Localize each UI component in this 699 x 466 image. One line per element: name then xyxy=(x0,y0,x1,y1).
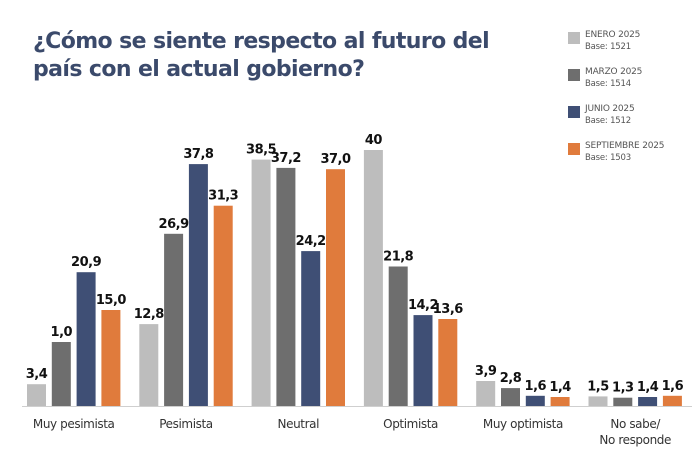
legend-series-name: MARZO 2025 xyxy=(585,67,643,77)
data-label: 38,5 xyxy=(246,143,277,158)
legend-series-name: ENERO 2025 xyxy=(585,30,641,40)
legend-series-base: Base: 1514 xyxy=(585,79,631,89)
bar xyxy=(413,315,433,406)
data-label: 15,0 xyxy=(96,293,127,308)
bar xyxy=(501,388,520,406)
data-label: 1,3 xyxy=(612,381,634,396)
bar xyxy=(301,251,321,406)
bar xyxy=(638,397,658,406)
bar xyxy=(588,396,608,406)
data-label: 1,4 xyxy=(637,380,659,395)
legend-series-base: Base: 1521 xyxy=(585,42,631,52)
bar xyxy=(101,310,121,406)
data-label: 12,8 xyxy=(134,307,165,322)
data-label: 2,8 xyxy=(500,371,522,386)
bar xyxy=(27,384,46,406)
legend-item-enero: ENERO 2025 Base: 1521 xyxy=(568,30,698,67)
data-label: 37,8 xyxy=(183,147,214,162)
legend-series-name: SEPTIEMBRE 2025 xyxy=(585,141,665,151)
bar xyxy=(76,272,96,406)
data-label: 37,0 xyxy=(320,152,351,167)
bar xyxy=(276,167,296,406)
bar xyxy=(164,233,184,406)
legend-item-marzo: MARZO 2025 Base: 1514 xyxy=(568,67,698,104)
chart-title: ¿Cómo se siente respecto al futuro del p… xyxy=(33,29,490,82)
category-label: Pesimista xyxy=(159,417,213,431)
legend-swatch xyxy=(568,143,580,155)
data-label: 20,9 xyxy=(71,255,102,270)
bar xyxy=(476,381,496,406)
data-label: 3,4 xyxy=(26,367,48,382)
bar xyxy=(326,169,345,406)
data-label: 21,8 xyxy=(383,250,414,265)
bar xyxy=(363,150,383,406)
category-label: No responde xyxy=(599,433,671,447)
legend-swatch xyxy=(568,32,580,44)
bar xyxy=(251,159,271,406)
data-label: 1,6 xyxy=(662,379,684,394)
bar xyxy=(550,397,570,406)
data-label: 1,0 xyxy=(51,325,73,340)
data-label: 40 xyxy=(365,133,383,148)
data-label: 1,5 xyxy=(587,379,609,394)
legend-swatch xyxy=(568,69,580,81)
data-label: 37,2 xyxy=(271,151,301,166)
legend-series-base: Base: 1503 xyxy=(585,153,631,163)
bar xyxy=(139,324,159,406)
bar xyxy=(438,319,458,406)
category-label: No sabe/ xyxy=(610,417,661,431)
legend-item-junio: JUNIO 2025 Base: 1512 xyxy=(568,104,698,141)
data-label: 13,6 xyxy=(433,302,464,317)
data-label: 14,2 xyxy=(408,298,438,313)
bar xyxy=(188,164,208,406)
category-label: Neutral xyxy=(278,417,320,431)
category-label: Optimista xyxy=(383,417,438,431)
data-label: 24,2 xyxy=(296,234,326,249)
bar xyxy=(525,395,545,406)
category-label: Muy optimista xyxy=(483,417,563,431)
data-label: 3,9 xyxy=(475,364,497,379)
data-label: 26,9 xyxy=(159,217,190,232)
data-label: 1,6 xyxy=(525,379,547,394)
bar xyxy=(51,342,71,406)
legend-swatch xyxy=(568,106,580,118)
legend: ENERO 2025 Base: 1521 MARZO 2025 Base: 1… xyxy=(568,30,698,178)
bar xyxy=(388,266,408,406)
bar xyxy=(213,205,233,406)
legend-series-base: Base: 1512 xyxy=(585,116,631,126)
bar xyxy=(613,397,633,406)
data-label: 31,3 xyxy=(208,189,239,204)
legend-item-septiembre: SEPTIEMBRE 2025 Base: 1503 xyxy=(568,141,698,178)
legend-series-name: JUNIO 2025 xyxy=(585,104,635,114)
data-label: 1,4 xyxy=(549,380,571,395)
bar xyxy=(662,395,682,406)
category-label: Muy pesimista xyxy=(33,417,115,431)
